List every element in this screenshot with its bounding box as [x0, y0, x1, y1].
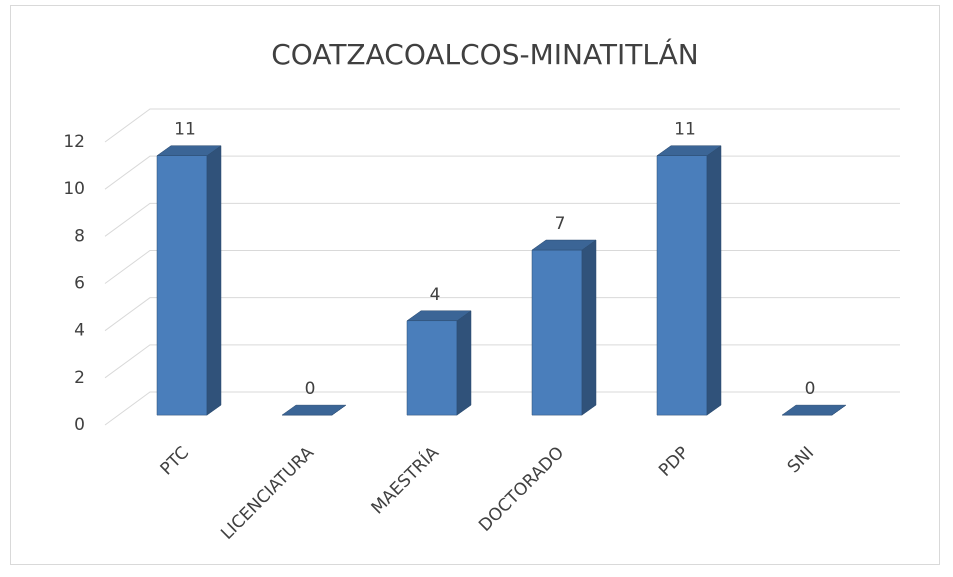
grid-line: [104, 344, 900, 379]
grid-line: [104, 250, 900, 284]
bar-side: [581, 239, 597, 416]
data-label: 4: [430, 285, 441, 305]
chart-border: [10, 5, 940, 565]
data-label: 0: [805, 379, 816, 399]
y-tick-label: 0: [74, 415, 85, 435]
chart-title: COATZACOALCOS-MINATITLÁN: [271, 37, 699, 71]
bar-front: [656, 155, 708, 416]
y-tick-label: 6: [74, 274, 85, 294]
bar: [781, 404, 847, 416]
y-tick-label: 12: [63, 132, 85, 152]
bar-side: [206, 145, 222, 416]
bar-top: [656, 145, 722, 156]
y-tick-label: 4: [74, 321, 85, 341]
grid-line: [104, 155, 900, 190]
grid-line: [104, 202, 900, 237]
bar: [656, 145, 722, 416]
data-label: 7: [555, 214, 566, 234]
bar: [406, 310, 472, 416]
bar: [156, 145, 222, 416]
data-label: 11: [674, 120, 696, 140]
bar: [531, 239, 597, 416]
bar-front: [406, 320, 458, 416]
grid-line: [104, 297, 900, 332]
bar-top: [531, 239, 597, 251]
y-tick-label: 2: [74, 368, 85, 388]
grid-line: [104, 108, 900, 143]
grid-line: [104, 391, 900, 426]
bar: [281, 404, 347, 416]
bar-front: [531, 249, 583, 416]
data-label: 0: [305, 379, 316, 399]
bar-front: [156, 155, 208, 416]
bar-top: [406, 310, 472, 322]
bar-side: [706, 145, 722, 416]
bar-top: [281, 404, 347, 416]
y-tick-label: 8: [74, 226, 85, 246]
bar-side: [456, 310, 472, 416]
bar-top: [156, 145, 222, 156]
data-label: 11: [174, 120, 196, 140]
bar-top: [781, 404, 847, 416]
y-tick-label: 10: [63, 179, 85, 199]
